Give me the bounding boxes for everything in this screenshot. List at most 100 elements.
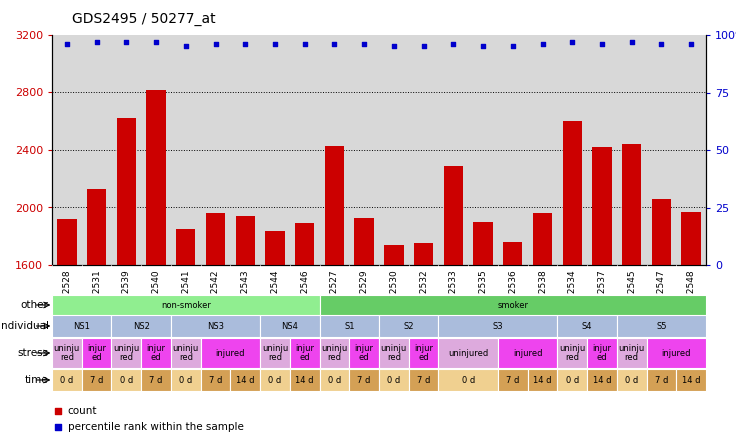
Bar [146,90,166,265]
Bar [384,245,403,265]
Text: S2: S2 [403,321,414,330]
Bar [587,337,617,369]
Point [566,38,578,45]
Text: injur
ed: injur ed [592,345,612,362]
Point [447,41,459,48]
Text: uninju
red: uninju red [113,345,139,362]
Bar [439,369,498,391]
Bar [141,337,171,369]
Bar [52,295,319,315]
Text: GSM122539: GSM122539 [122,270,131,324]
Bar [350,369,379,391]
Point [52,407,64,414]
Bar [350,337,379,369]
Text: GSM122541: GSM122541 [181,270,191,324]
Text: uninju
red: uninju red [322,345,347,362]
Text: injur
ed: injur ed [414,345,433,362]
Text: 14 d: 14 d [295,376,314,385]
Text: 0 d: 0 d [328,376,341,385]
Bar [171,337,201,369]
Bar [557,369,587,391]
Bar [355,218,374,265]
Text: GSM122535: GSM122535 [478,270,487,324]
Text: uninju
red: uninju red [618,345,645,362]
Bar [587,369,617,391]
Point [596,41,608,48]
Bar [52,369,82,391]
Text: 7 d: 7 d [506,376,520,385]
Bar [82,369,111,391]
Point [477,43,489,50]
Text: GSM122530: GSM122530 [389,270,398,324]
Bar [201,337,260,369]
Text: NS1: NS1 [74,321,91,330]
Text: 7 d: 7 d [209,376,222,385]
Bar [503,242,523,265]
Text: GSM122533: GSM122533 [449,270,458,324]
Bar [319,295,706,315]
Bar [439,337,498,369]
Bar [557,315,617,337]
Text: NS4: NS4 [281,321,298,330]
Bar [498,337,557,369]
Point [328,41,340,48]
Point [418,43,430,50]
Text: percentile rank within the sample: percentile rank within the sample [68,422,244,432]
Text: GSM122529: GSM122529 [360,270,369,324]
Bar [676,369,706,391]
Bar [557,337,587,369]
Point [239,41,251,48]
Text: count: count [68,406,97,416]
Text: S3: S3 [492,321,503,330]
Text: GSM122534: GSM122534 [567,270,577,324]
Text: GSM122542: GSM122542 [211,270,220,324]
Bar [176,229,196,265]
Text: 7 d: 7 d [655,376,668,385]
Text: S1: S1 [344,321,355,330]
Text: GSM122540: GSM122540 [152,270,160,324]
Bar [379,337,408,369]
Bar [52,337,82,369]
Point [91,38,102,45]
Text: uninju
red: uninju red [559,345,585,362]
Text: uninju
red: uninju red [262,345,288,362]
Text: 0 d: 0 d [60,376,74,385]
Text: GSM122544: GSM122544 [270,270,280,324]
Text: 7 d: 7 d [358,376,371,385]
Point [537,41,548,48]
Text: GSM122546: GSM122546 [300,270,309,324]
Bar [617,315,706,337]
Text: injur
ed: injur ed [87,345,106,362]
Text: GSM122528: GSM122528 [63,270,71,324]
Text: 0 d: 0 d [625,376,638,385]
Bar [117,119,136,265]
Text: uninju
red: uninju red [381,345,407,362]
Bar [82,337,111,369]
Point [388,43,400,50]
Text: 7 d: 7 d [90,376,103,385]
Bar [290,369,319,391]
Text: NS2: NS2 [132,321,149,330]
Bar [682,212,701,265]
Bar [171,369,201,391]
Bar [444,166,463,265]
Bar [622,144,641,265]
Bar [141,369,171,391]
Bar [236,216,255,265]
Bar [379,369,408,391]
Text: injured: injured [216,349,245,357]
Text: 0 d: 0 d [179,376,192,385]
Bar [171,315,260,337]
Bar [111,315,171,337]
Point [180,43,191,50]
Text: 0 d: 0 d [387,376,400,385]
Text: 0 d: 0 d [269,376,282,385]
Bar [592,147,612,265]
Bar [201,369,230,391]
Bar [646,337,706,369]
Bar [260,369,290,391]
Bar [319,369,350,391]
Text: injured: injured [513,349,542,357]
Bar [652,199,671,265]
Bar [379,315,439,337]
